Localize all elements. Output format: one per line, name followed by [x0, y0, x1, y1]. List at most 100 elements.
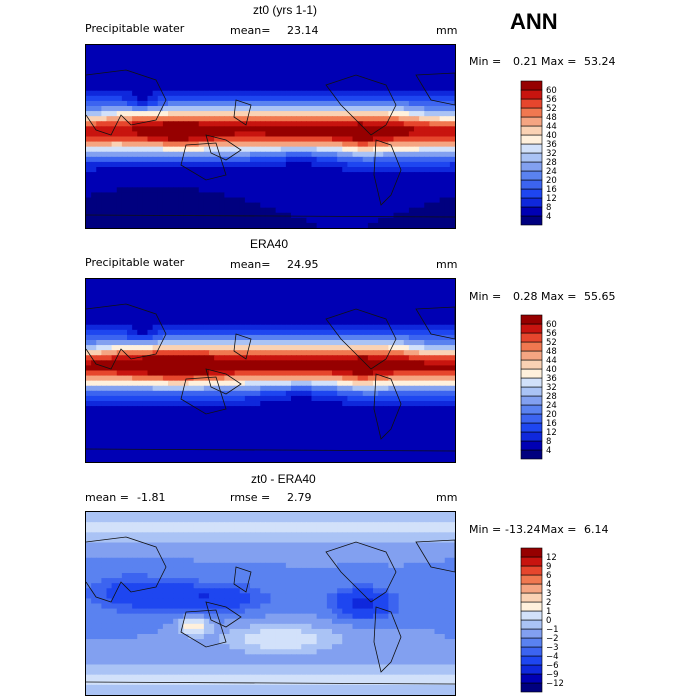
map-grid-cell — [265, 167, 272, 173]
map-grid-cell — [326, 299, 333, 306]
map-grid-cell — [106, 141, 113, 148]
map-grid-cell — [291, 100, 297, 107]
map-grid-cell — [352, 385, 359, 392]
map-grid-cell — [142, 350, 149, 356]
map-grid-cell — [106, 100, 113, 107]
map-grid-cell — [224, 167, 231, 173]
map-grid-cell — [373, 167, 379, 173]
map-grid-cell — [91, 212, 97, 219]
map-grid-cell — [347, 370, 354, 377]
map-grid-cell — [142, 192, 149, 199]
map-grid-cell — [342, 161, 348, 168]
map-grid-cell — [234, 304, 241, 311]
map-grid-cell — [296, 390, 302, 397]
map-grid-cell — [393, 421, 400, 428]
map-grid-cell — [362, 284, 369, 290]
map-grid-cell — [106, 401, 113, 407]
map-grid-cell — [152, 136, 159, 143]
map-grid-cell — [157, 350, 164, 356]
map-grid-cell — [296, 60, 302, 66]
map-grid-cell — [214, 426, 220, 433]
map-grid-cell — [250, 161, 256, 168]
map-grid-cell — [157, 441, 164, 448]
map-grid-cell — [316, 416, 323, 422]
map-grid-cell — [188, 304, 195, 311]
map-grid-cell — [429, 75, 436, 82]
map-grid-cell — [285, 121, 292, 127]
map-grid-cell — [424, 365, 430, 372]
map-grid-cell — [393, 279, 400, 285]
map-grid-cell — [403, 161, 410, 168]
map-grid-cell — [280, 324, 287, 331]
map-grid-cell — [137, 314, 143, 321]
map-grid-cell — [265, 319, 272, 326]
map-grid-cell — [439, 141, 446, 148]
map-grid-cell — [373, 345, 379, 351]
map-grid-cell — [403, 136, 410, 143]
map-grid-cell — [137, 329, 143, 336]
map-grid-cell — [101, 111, 108, 117]
map-grid-cell — [388, 131, 395, 138]
map-grid-cell — [168, 55, 174, 61]
map-grid-cell — [137, 385, 143, 392]
map-grid-cell — [383, 70, 389, 77]
map-grid-cell — [173, 172, 179, 178]
map-grid-cell — [183, 441, 190, 448]
map-grid-cell — [142, 100, 149, 107]
map-grid-cell — [162, 350, 169, 356]
map-grid-cell — [178, 421, 184, 428]
map-grid-cell — [198, 126, 205, 133]
map-grid-cell — [357, 116, 364, 122]
map-grid-cell — [367, 126, 374, 133]
map-grid-cell — [86, 360, 92, 367]
map-grid-cell — [193, 146, 200, 153]
map-grid-cell — [244, 426, 251, 433]
map-grid-cell — [301, 380, 307, 387]
map-grid-cell — [86, 390, 92, 397]
map-grid-cell — [275, 55, 282, 61]
map-grid-cell — [183, 75, 190, 82]
map-grid-cell — [106, 202, 113, 209]
map-grid-cell — [168, 309, 174, 316]
map-grid-cell — [127, 401, 133, 407]
map-grid-cell — [347, 172, 354, 178]
map-grid-cell — [275, 80, 282, 87]
map-grid-cell — [209, 406, 215, 412]
map-grid-cell — [439, 75, 446, 82]
map-grid-cell — [378, 319, 384, 326]
map-grid-cell — [183, 136, 190, 143]
map-grid-cell — [219, 294, 225, 300]
map-grid-cell — [111, 55, 118, 61]
map-grid-cell — [121, 395, 128, 402]
map-grid-cell — [101, 350, 108, 356]
map-grid-cell — [198, 284, 205, 290]
map-grid-cell — [157, 146, 164, 153]
map-grid-cell — [106, 345, 113, 351]
map-grid-cell — [270, 212, 277, 219]
map-grid-cell — [429, 294, 436, 300]
map-grid-cell — [285, 207, 292, 214]
map-grid-cell — [168, 340, 174, 346]
map-grid-cell — [316, 172, 323, 178]
map-grid-cell — [449, 426, 455, 433]
colorbar-box — [520, 161, 543, 172]
map-grid-cell — [188, 146, 195, 153]
map-grid-cell — [203, 95, 210, 102]
map-grid-cell — [188, 95, 195, 102]
map-grid-cell — [434, 126, 441, 133]
map-grid-cell — [393, 395, 400, 402]
map-grid-cell — [352, 314, 359, 321]
map-grid-cell — [132, 416, 138, 422]
map-grid-cell — [398, 172, 405, 178]
map-grid-cell — [347, 416, 354, 422]
map-grid-cell — [183, 172, 190, 178]
map-grid-cell — [352, 380, 359, 387]
map-grid-cell — [106, 121, 113, 127]
map-grid-cell — [91, 390, 97, 397]
map-grid-cell — [393, 121, 400, 127]
map-grid-cell — [449, 395, 455, 402]
map-grid-cell — [301, 95, 307, 102]
map-grid-cell — [127, 141, 133, 148]
map-grid-cell — [193, 85, 200, 92]
map-grid-cell — [137, 222, 143, 228]
